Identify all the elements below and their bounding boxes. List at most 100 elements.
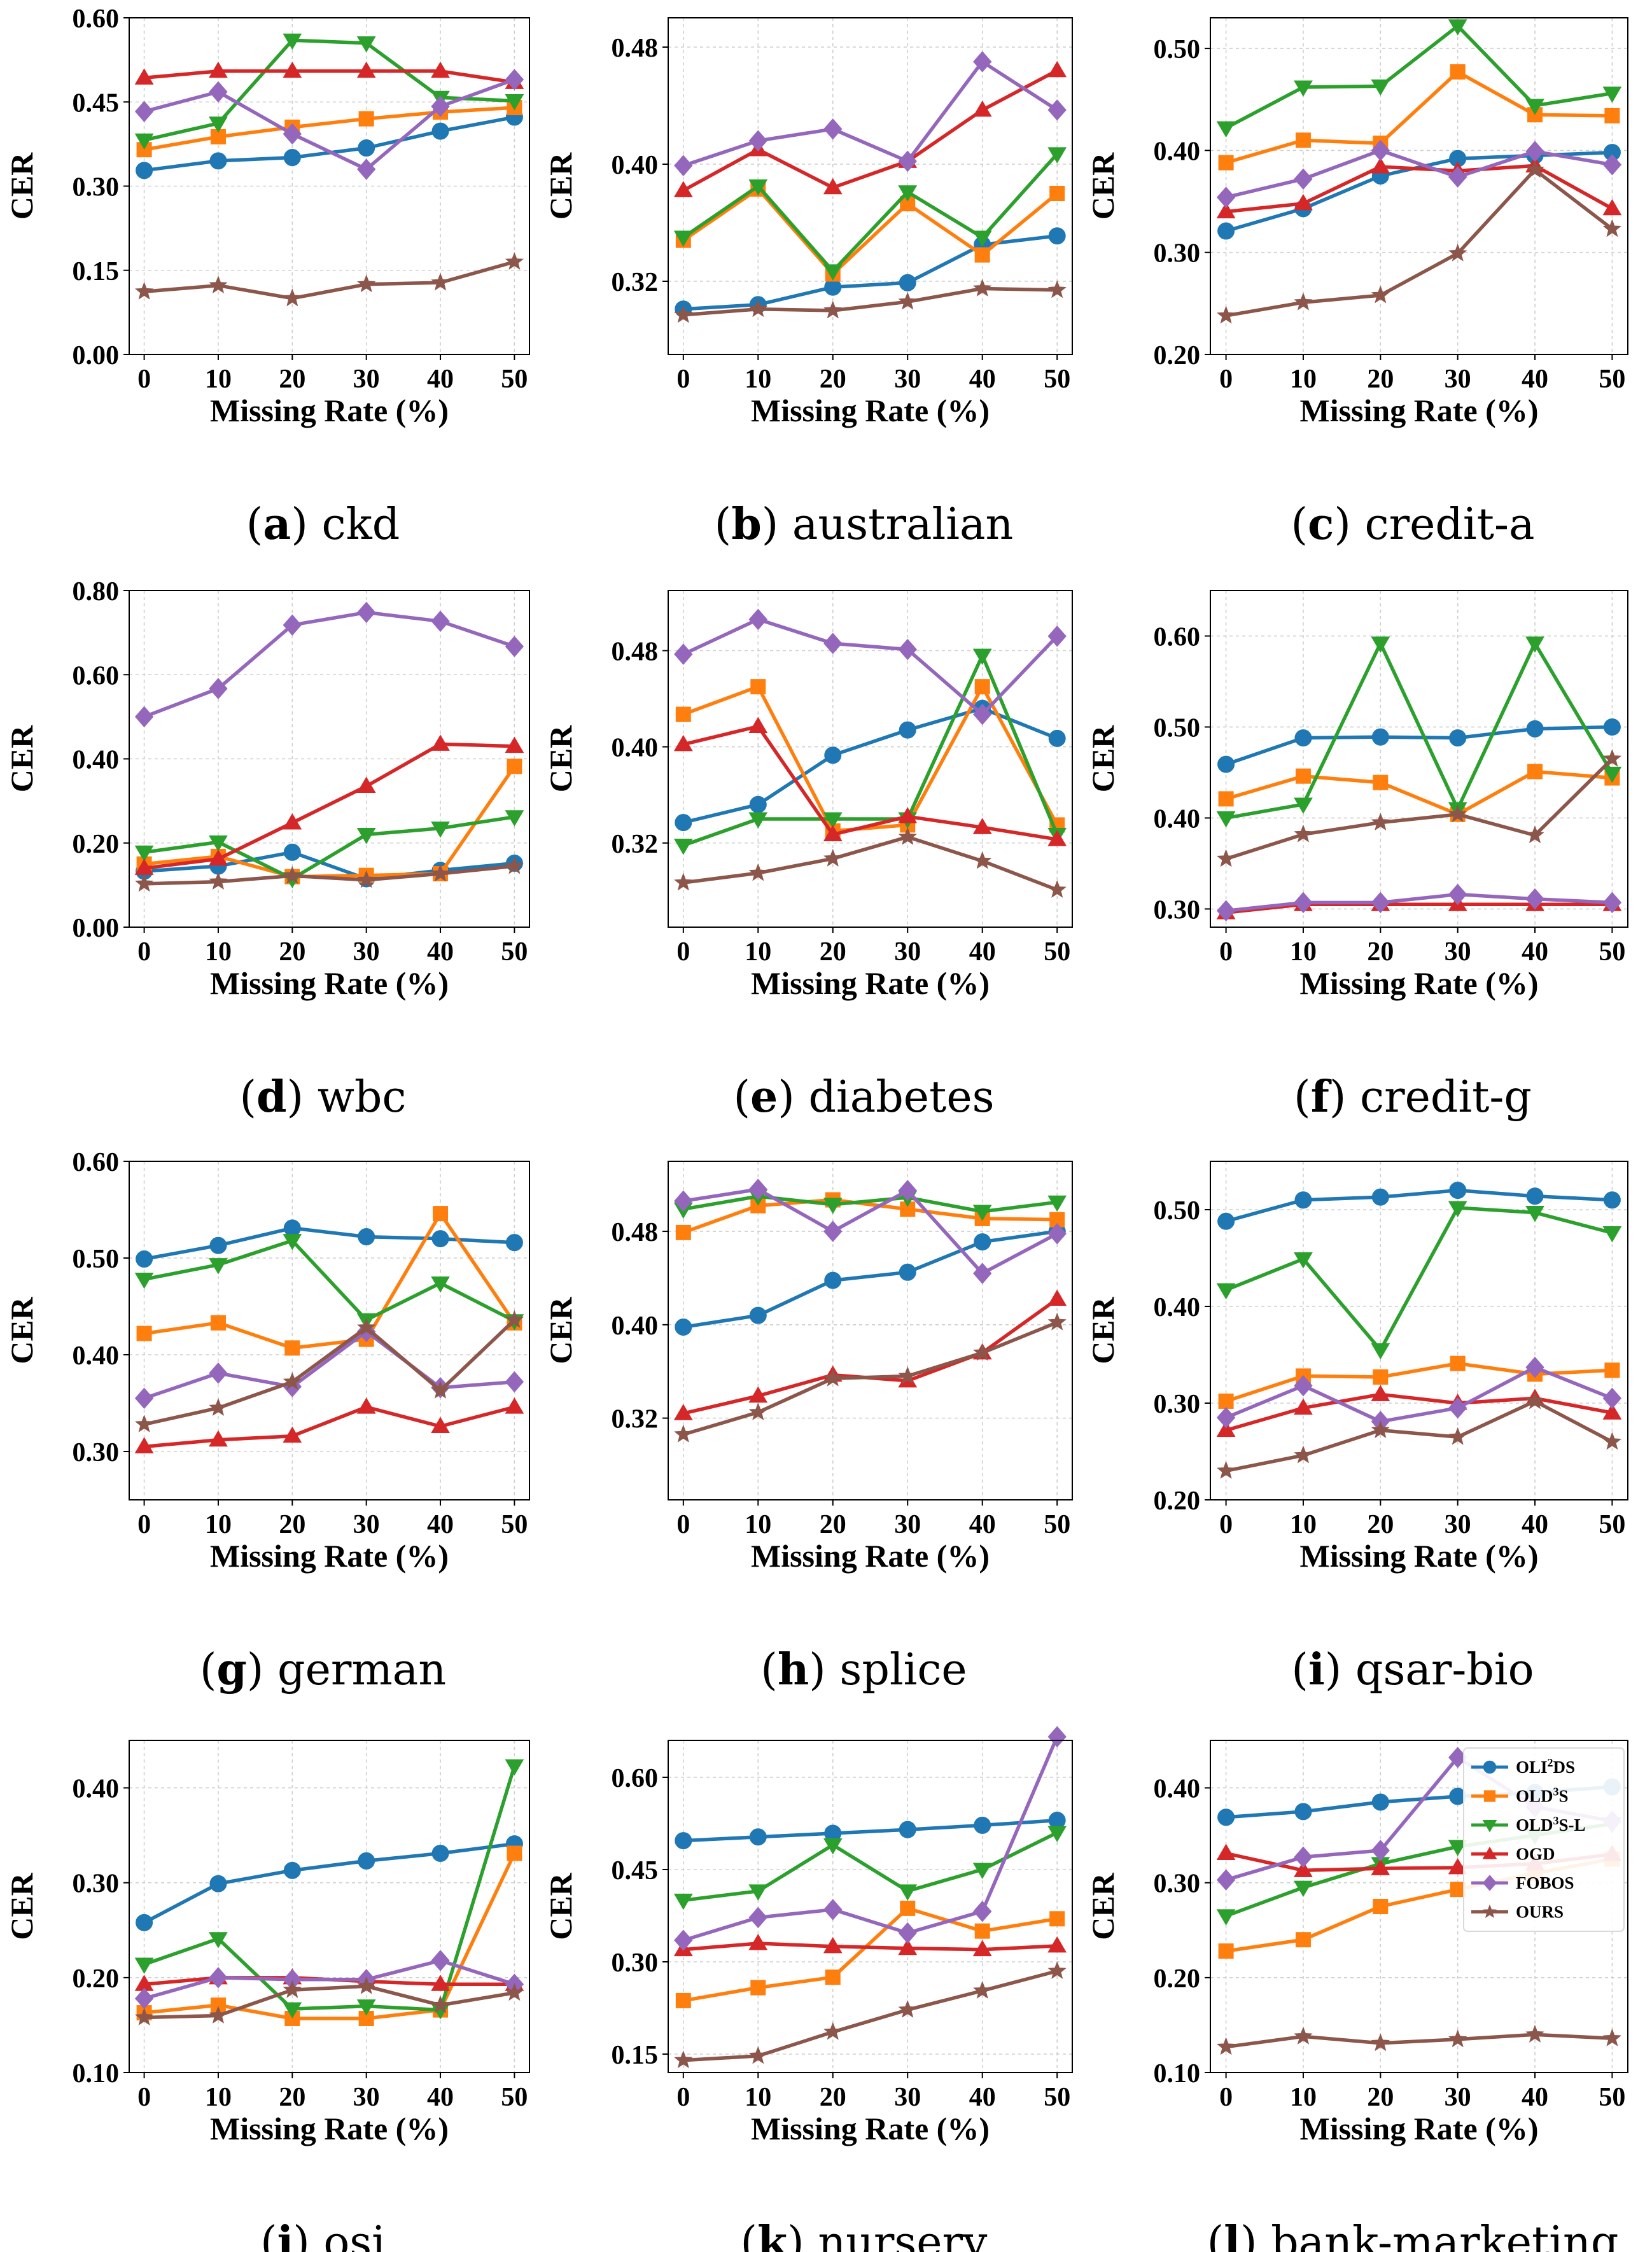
data-point xyxy=(1450,1355,1466,1371)
data-point xyxy=(431,1230,449,1248)
data-point xyxy=(134,281,154,300)
x-tick-label: 10 xyxy=(205,937,232,967)
series-oli2ds xyxy=(1217,1182,1621,1230)
y-tick-label: 0.30 xyxy=(73,1438,120,1467)
data-point xyxy=(973,1262,992,1284)
data-point xyxy=(1294,1374,1313,1397)
data-point xyxy=(1450,1882,1466,1898)
x-tick-label: 30 xyxy=(353,1510,380,1539)
series-oli2ds xyxy=(136,843,523,888)
x-tick-label: 30 xyxy=(1445,937,1471,967)
y-tick-label: 0.60 xyxy=(73,1148,120,1177)
series-ogd xyxy=(1216,1385,1622,1437)
series-line xyxy=(682,1736,1059,1942)
x-axis-label: Missing Rate (%) xyxy=(1300,965,1539,1001)
series-line xyxy=(144,742,515,871)
series-line xyxy=(683,1187,1058,1275)
x-tick-label: 20 xyxy=(1367,937,1394,967)
data-point xyxy=(972,1940,992,1957)
series-line xyxy=(1225,725,1613,766)
data-point xyxy=(1525,99,1544,115)
data-point xyxy=(748,130,767,151)
data-point xyxy=(823,1838,843,1855)
data-point xyxy=(675,1224,691,1240)
series-fobos xyxy=(1216,139,1622,208)
plot-frame xyxy=(1210,1740,1628,2073)
data-point xyxy=(505,636,524,657)
x-tick-label: 20 xyxy=(1367,1510,1394,1539)
data-point xyxy=(898,1366,917,1385)
y-tick-label: 0.30 xyxy=(1154,239,1201,269)
data-point xyxy=(1047,1961,1067,1979)
subplot-caption: (h) splice xyxy=(760,1644,967,1695)
subplot-caption: (l) bank-marketing xyxy=(1207,2217,1619,2252)
data-point xyxy=(748,1906,767,1929)
x-tick-label: 20 xyxy=(1367,365,1394,394)
y-tick-label: 0.60 xyxy=(73,4,120,34)
data-point xyxy=(358,1228,375,1246)
data-point xyxy=(748,2046,767,2064)
data-point xyxy=(357,274,376,293)
data-point xyxy=(898,807,918,823)
data-point xyxy=(433,1206,449,1222)
data-point xyxy=(1294,1398,1313,1415)
subplot-caption: (i) qsar-bio xyxy=(1291,1644,1534,1695)
legend-marker xyxy=(1482,1875,1497,1891)
series-old3s-l xyxy=(673,147,1067,281)
data-point xyxy=(1604,1362,1620,1378)
x-tick-label: 0 xyxy=(676,1510,690,1539)
data-point xyxy=(973,703,992,725)
data-point xyxy=(1448,1201,1467,1217)
y-tick-label: 0.50 xyxy=(1154,1196,1201,1226)
y-tick-label: 0.00 xyxy=(73,341,120,370)
data-point xyxy=(823,118,843,140)
series-line xyxy=(143,78,515,171)
legend-label: OLI2DS xyxy=(1516,1756,1575,1777)
data-point xyxy=(675,814,692,832)
series-line xyxy=(683,1229,1058,1329)
data-point xyxy=(1047,879,1067,898)
y-tick-label: 0.32 xyxy=(612,830,659,859)
data-point xyxy=(974,679,990,695)
data-point xyxy=(1373,1369,1389,1385)
data-point xyxy=(283,865,302,884)
x-tick-label: 50 xyxy=(501,937,528,967)
data-point xyxy=(748,1386,768,1403)
data-point xyxy=(824,746,842,764)
data-point xyxy=(674,2050,693,2069)
data-point xyxy=(823,178,843,195)
series-oli2ds xyxy=(675,1812,1066,1850)
x-tick-label: 20 xyxy=(1367,2083,1394,2112)
y-tick-label: 0.50 xyxy=(1154,713,1201,743)
subplot-e: 0 10 20 30 40 50 0.32 0.40 0.48 Missing Rate (%) C… xyxy=(543,590,1073,1123)
x-tick-label: 30 xyxy=(353,937,380,967)
series-line xyxy=(683,706,1058,825)
series-line xyxy=(1225,24,1613,130)
series-ours xyxy=(674,279,1067,323)
data-point xyxy=(505,1983,524,2001)
data-point xyxy=(1295,132,1311,148)
data-point xyxy=(283,1426,302,1443)
x-tick-label: 0 xyxy=(137,365,151,394)
data-point xyxy=(898,291,917,310)
data-point xyxy=(748,863,767,881)
data-point xyxy=(973,1980,992,1999)
y-tick-label: 0.10 xyxy=(73,2059,120,2088)
data-point xyxy=(1602,1226,1622,1243)
series-ogd xyxy=(673,60,1067,197)
data-point xyxy=(505,1371,524,1393)
data-point xyxy=(1525,1206,1544,1222)
data-point xyxy=(749,1828,767,1846)
data-point xyxy=(673,181,693,197)
series-line xyxy=(682,187,1058,276)
data-point xyxy=(1047,99,1067,121)
data-point xyxy=(209,678,228,699)
x-tick-label: 0 xyxy=(676,365,690,394)
data-point xyxy=(1373,1899,1389,1914)
series-line xyxy=(1225,70,1613,165)
series-line xyxy=(144,1318,516,1427)
data-point xyxy=(1371,636,1390,653)
x-axis-label: Missing Rate (%) xyxy=(210,2111,449,2146)
x-tick-label: 0 xyxy=(1219,365,1233,394)
y-tick-label: 0.40 xyxy=(612,1311,659,1341)
